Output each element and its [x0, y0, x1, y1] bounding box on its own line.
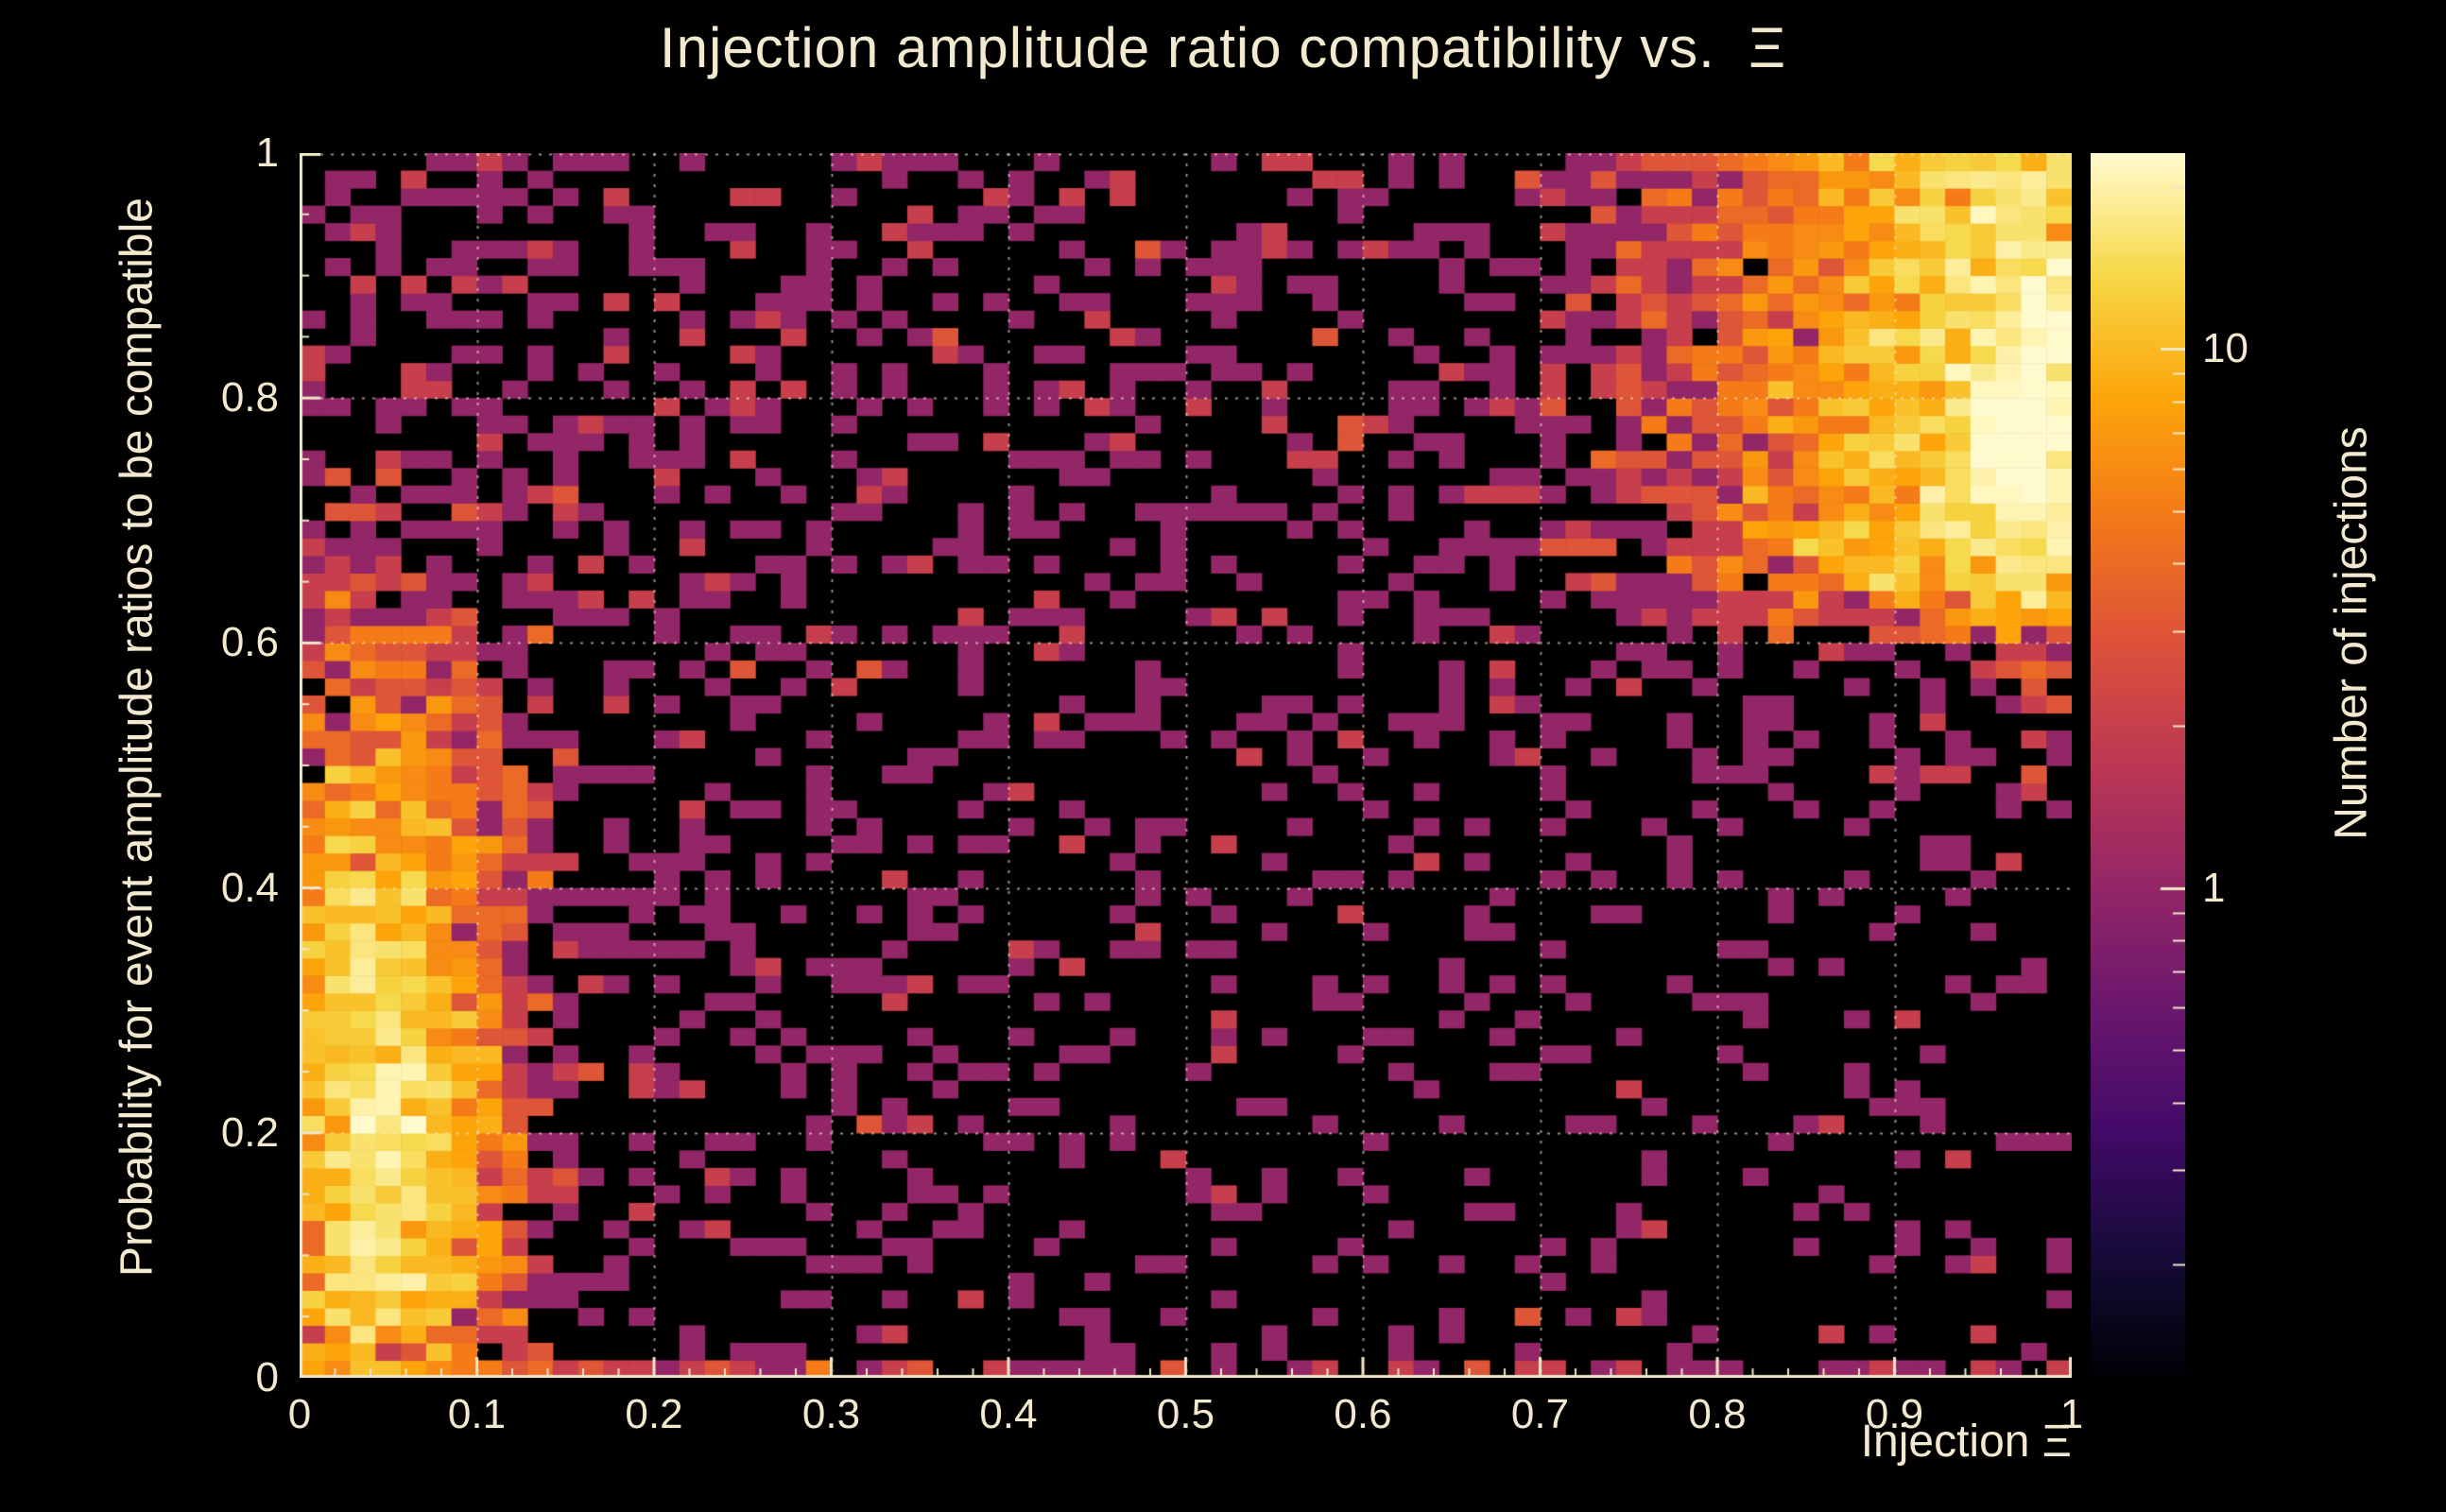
x-tick-label: 0.7 — [1510, 1391, 1570, 1437]
y-tick-label: 0.8 — [220, 374, 279, 421]
x-tick-label: 0.5 — [1156, 1391, 1215, 1437]
colorbar-tick-label: 10 — [2202, 325, 2248, 372]
x-tick-label: 0.6 — [1334, 1391, 1392, 1437]
colorbar-tick-label: 1 — [2202, 864, 2226, 911]
x-tick-label: 0.8 — [1688, 1391, 1747, 1437]
x-axis-title: Injection Ξ — [1860, 1417, 2072, 1467]
y-tick-label: 1 — [255, 129, 279, 176]
y-tick-label: 0.4 — [220, 864, 279, 911]
x-tick-label: 0.4 — [979, 1391, 1038, 1437]
colorbar-title: Number of injections — [2326, 426, 2377, 840]
x-tick-label: 0.9 — [1865, 1391, 1924, 1437]
x-tick-label: 1 — [2059, 1391, 2084, 1437]
y-tick-label: 0.2 — [220, 1108, 279, 1156]
x-tick-label: 0 — [287, 1391, 312, 1437]
x-tick-label: 0.3 — [801, 1391, 861, 1437]
y-tick-label: 0 — [255, 1354, 279, 1400]
x-tick-label: 0.1 — [447, 1391, 507, 1437]
heatmap-plot-canvas — [300, 153, 2072, 1378]
y-axis-title: Probability for event amplitude ratios t… — [112, 198, 163, 1277]
chart-title: Injection amplitude ratio compatibility … — [659, 16, 1787, 79]
colorbar-gradient — [2091, 153, 2185, 1378]
x-tick-label: 0.2 — [625, 1391, 683, 1437]
y-tick-label: 0.6 — [220, 619, 279, 666]
